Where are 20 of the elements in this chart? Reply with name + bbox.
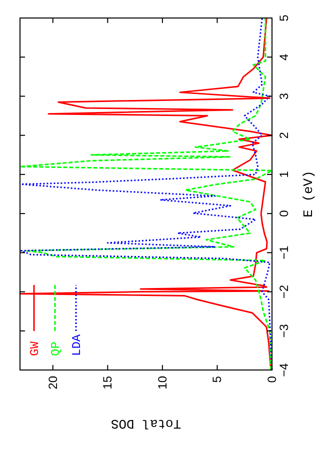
x-tick-label: 10 [155,376,170,390]
y-tick-label: 3 [277,92,291,100]
y-tick-label: −1 [277,246,291,260]
x-tick-label: 15 [100,376,115,390]
y-tick-label: 0 [277,210,291,217]
y-tick-label: −4 [277,362,291,377]
y-tick-label: 1 [277,170,291,178]
x-axis-title: Total DOS [110,416,182,431]
y-tick-label: −2 [277,284,291,299]
x-tick-label: 0 [265,376,279,383]
text: QP [49,342,63,356]
text: LDA [70,334,84,356]
x-tick-label: 20 [46,376,60,390]
x-tick-label: 5 [210,376,224,383]
y-axis-title: E (eV) [301,170,316,218]
y-tick-label: 5 [277,14,291,22]
y-tick-label: 4 [277,53,291,60]
y-tick-label: −3 [277,324,291,338]
y-tick-label: 2 [277,132,291,139]
text: GW [28,340,42,356]
